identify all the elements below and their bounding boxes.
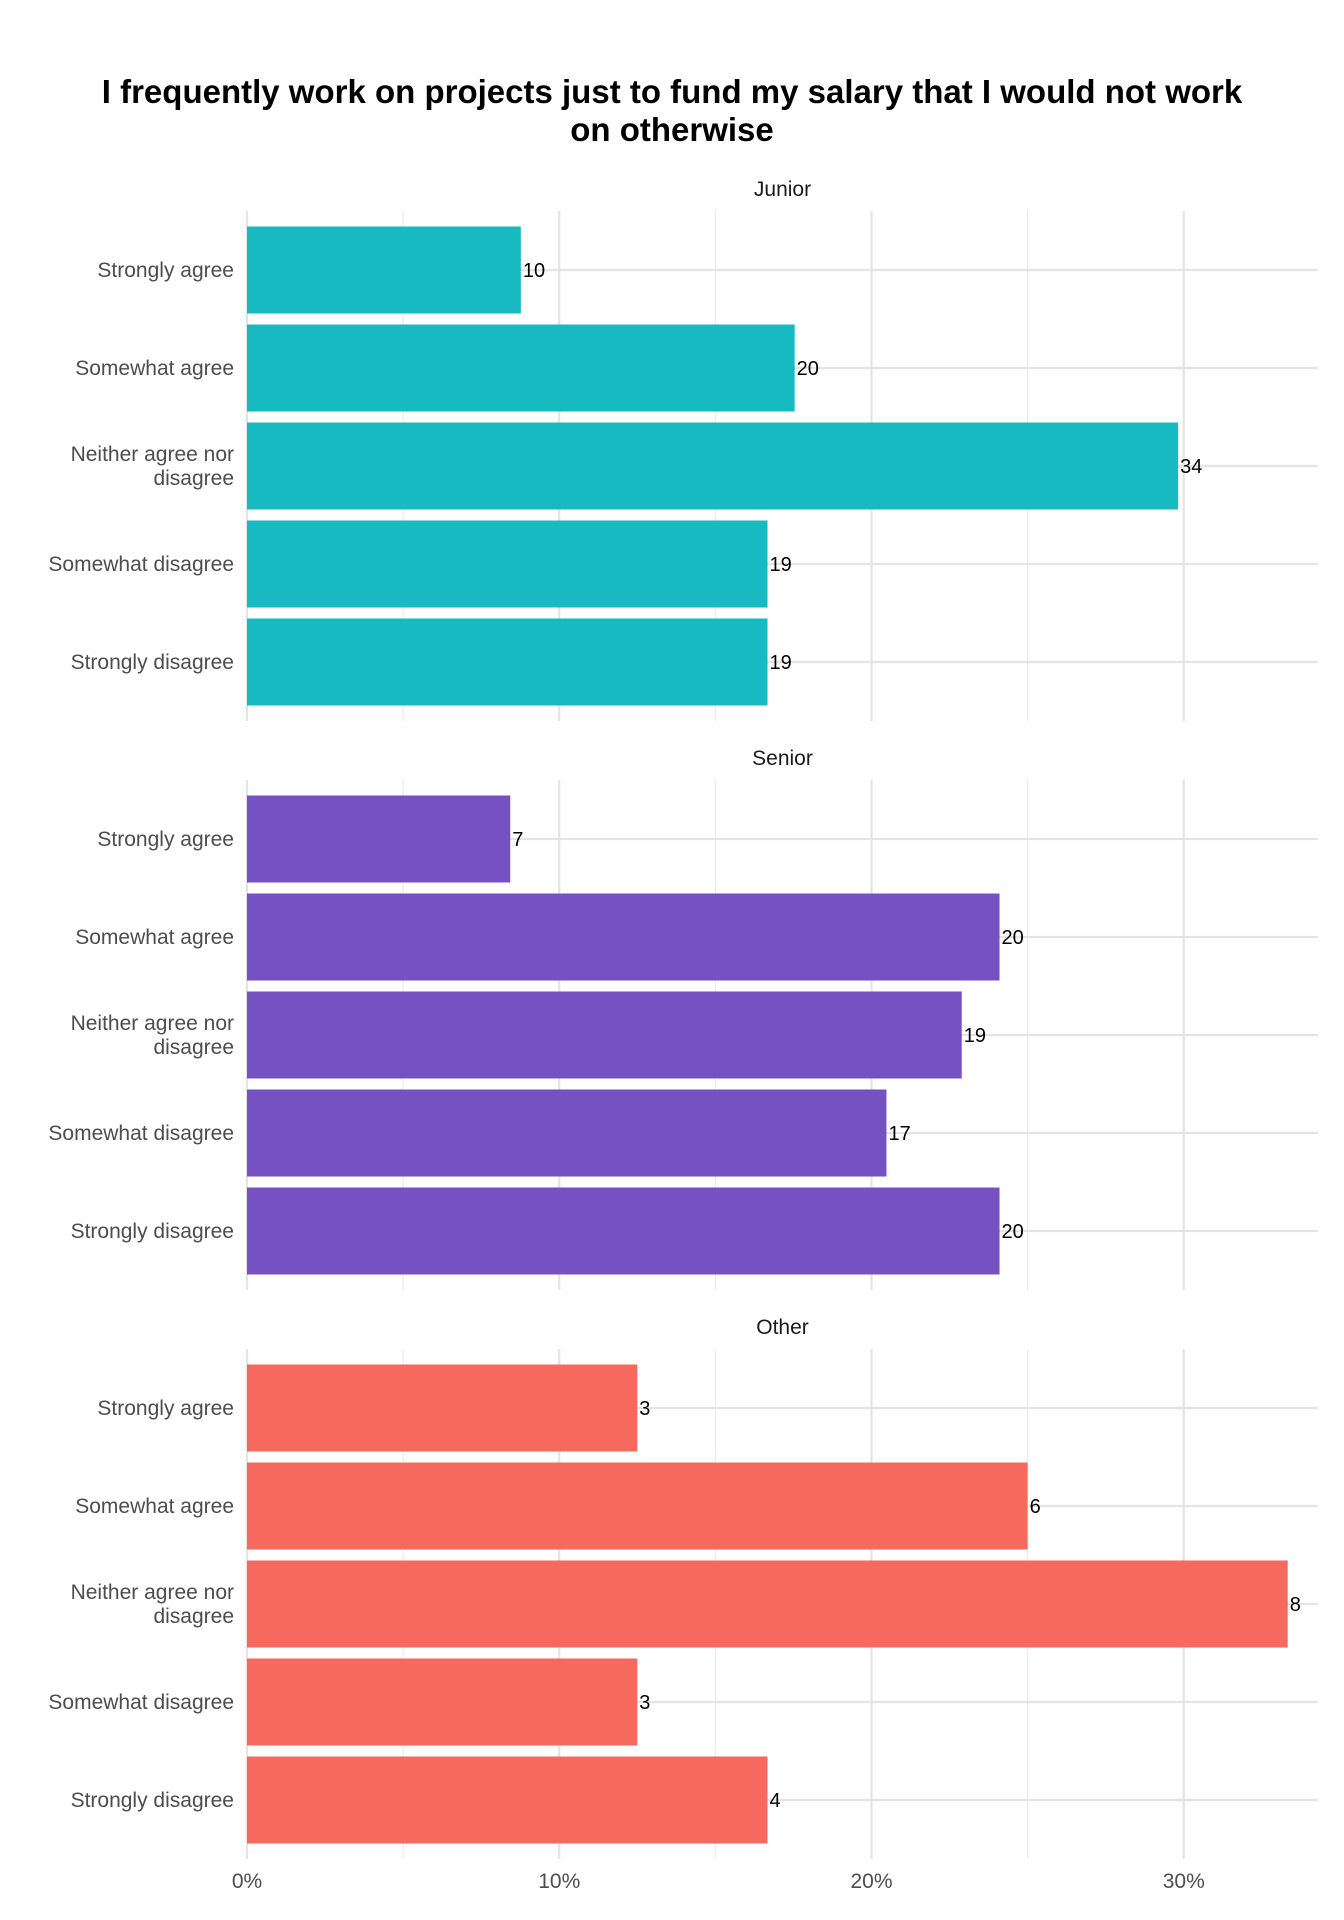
data-label: 20 bbox=[1002, 927, 1024, 949]
x-axis: 0% 10% 20% 30% bbox=[232, 1870, 1205, 1893]
category-label: Neither agree nor disagree bbox=[71, 1012, 234, 1059]
category-label-line: Somewhat disagree bbox=[48, 553, 234, 576]
data-label: 34 bbox=[1180, 456, 1202, 478]
category-label: Strongly disagree bbox=[71, 1220, 234, 1243]
category-label-line: Somewhat disagree bbox=[48, 1122, 234, 1145]
data-label: 3 bbox=[639, 1692, 650, 1714]
category-label: Strongly agree bbox=[97, 1397, 234, 1420]
bar bbox=[247, 422, 1179, 510]
bar bbox=[247, 1462, 1028, 1550]
data-label: 20 bbox=[1002, 1221, 1024, 1243]
category-label: Strongly disagree bbox=[71, 651, 234, 674]
bar bbox=[247, 893, 1000, 981]
bar bbox=[247, 991, 962, 1079]
category-label: Somewhat agree bbox=[75, 926, 234, 949]
chart-title-line-2: on otherwise bbox=[570, 111, 774, 148]
data-label: 8 bbox=[1290, 1594, 1301, 1616]
category-label: Strongly agree bbox=[97, 259, 234, 282]
category-label: Somewhat disagree bbox=[48, 553, 234, 576]
x-tick-label: 10% bbox=[538, 1870, 580, 1893]
bar bbox=[247, 520, 768, 608]
bar bbox=[247, 1756, 768, 1844]
data-label: 6 bbox=[1030, 1496, 1041, 1518]
category-label: Somewhat disagree bbox=[48, 1691, 234, 1714]
bar bbox=[247, 618, 768, 706]
bar bbox=[247, 324, 795, 412]
category-label: Neither agree nor disagree bbox=[71, 443, 234, 490]
bar bbox=[247, 226, 521, 314]
x-tick-label: 0% bbox=[232, 1870, 262, 1893]
bar bbox=[247, 1187, 1000, 1275]
category-label-line: disagree bbox=[153, 1036, 234, 1059]
category-label: Strongly disagree bbox=[71, 1789, 234, 1812]
category-label-line: Strongly agree bbox=[97, 259, 234, 282]
category-label-line: Neither agree nor bbox=[71, 1581, 234, 1604]
category-label: Strongly agree bbox=[97, 828, 234, 851]
category-label: Somewhat agree bbox=[75, 357, 234, 380]
panel-senior: Senior 7 Strongly agree 20 Somewhat agree 19 N… bbox=[48, 747, 1318, 1290]
data-label: 20 bbox=[797, 358, 819, 380]
x-tick-label: 20% bbox=[850, 1870, 892, 1893]
data-label: 19 bbox=[770, 652, 792, 674]
category-label-line: Strongly agree bbox=[97, 828, 234, 851]
data-label: 7 bbox=[512, 829, 523, 851]
panel-junior: Junior 10 Strongly agree 20 Somewhat agree 34… bbox=[48, 178, 1318, 721]
category-label-line: Neither agree nor bbox=[71, 443, 234, 466]
category-label-line: Strongly disagree bbox=[71, 1220, 234, 1243]
facet-strip-label: Senior bbox=[752, 747, 813, 770]
chart-title-line-1: I frequently work on projects just to fu… bbox=[102, 73, 1243, 110]
category-label-line: disagree bbox=[153, 1605, 234, 1628]
bar bbox=[247, 1560, 1288, 1648]
category-label-line: Somewhat disagree bbox=[48, 1691, 234, 1714]
category-label-line: Strongly disagree bbox=[71, 1789, 234, 1812]
category-label: Somewhat disagree bbox=[48, 1122, 234, 1145]
category-label-line: Somewhat agree bbox=[75, 926, 234, 949]
bar bbox=[247, 1364, 638, 1452]
x-tick-label: 30% bbox=[1163, 1870, 1205, 1893]
data-label: 3 bbox=[639, 1398, 650, 1420]
data-label: 19 bbox=[964, 1025, 986, 1047]
category-label: Neither agree nor disagree bbox=[71, 1581, 234, 1628]
category-label-line: Strongly agree bbox=[97, 1397, 234, 1420]
bar bbox=[247, 1658, 638, 1746]
bar bbox=[247, 1089, 887, 1177]
data-label: 10 bbox=[523, 260, 545, 282]
facet-strip-label: Other bbox=[756, 1316, 809, 1339]
category-label-line: Somewhat agree bbox=[75, 1495, 234, 1518]
facet-strip-label: Junior bbox=[754, 178, 811, 201]
category-label-line: Neither agree nor bbox=[71, 1012, 234, 1035]
data-label: 19 bbox=[770, 554, 792, 576]
category-label-line: Strongly disagree bbox=[71, 651, 234, 674]
category-label: Somewhat agree bbox=[75, 1495, 234, 1518]
category-label-line: disagree bbox=[153, 467, 234, 490]
category-label-line: Somewhat agree bbox=[75, 357, 234, 380]
bar bbox=[247, 795, 511, 883]
data-label: 4 bbox=[770, 1790, 781, 1812]
data-label: 17 bbox=[888, 1123, 910, 1145]
panel-other: Other 3 Strongly agree 6 Somewhat agree 8 Neit… bbox=[48, 1316, 1318, 1859]
